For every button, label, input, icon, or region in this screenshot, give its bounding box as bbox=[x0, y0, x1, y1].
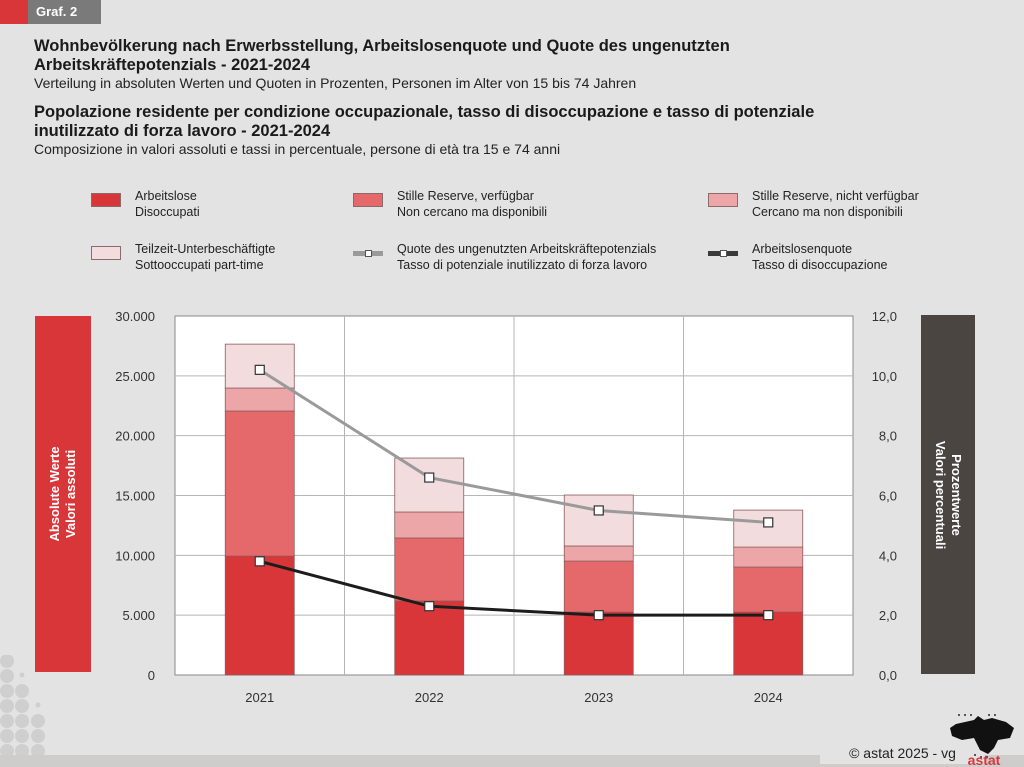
line-marker-1-2024 bbox=[763, 610, 774, 621]
y2-tick-label: 12,0 bbox=[872, 309, 897, 324]
left-axis-label-panel: Absolute Werte Valori assoluti bbox=[35, 316, 91, 672]
bar-segment-2024-2 bbox=[733, 546, 804, 568]
y-tick-label: 25.000 bbox=[115, 369, 155, 384]
x-tick-label: 2021 bbox=[245, 690, 274, 705]
legend-label-it: Disoccupati bbox=[135, 205, 200, 219]
bar-segment-2023-1 bbox=[563, 560, 634, 613]
x-tick-label: 2023 bbox=[584, 690, 613, 705]
legend-item-arbeitslose: Arbeitslose Disoccupati bbox=[135, 188, 200, 220]
title-de-line1: Wohnbevölkerung nach Erwerbsstellung, Ar… bbox=[34, 37, 730, 55]
legend-label-it: Tasso di potenziale inutilizzato di forz… bbox=[397, 258, 648, 272]
line-marker-0-2024 bbox=[763, 517, 774, 528]
legend-label-de: Stille Reserve, nicht verfügbar bbox=[752, 189, 919, 203]
title-it-line1: Popolazione residente per condizione occ… bbox=[34, 103, 815, 121]
bar-segment-2021-2 bbox=[224, 387, 295, 412]
legend-label-de: Stille Reserve, verfügbar bbox=[397, 189, 534, 203]
footer-bar bbox=[0, 755, 1024, 767]
legend-marker-icon bbox=[365, 250, 372, 257]
line-marker-1-2023 bbox=[593, 610, 604, 621]
x-tick-label: 2022 bbox=[415, 690, 444, 705]
y-tick-label: 15.000 bbox=[115, 489, 155, 504]
y-tick-label: 20.000 bbox=[115, 429, 155, 444]
legend-swatch-arbeitslosenquote bbox=[708, 250, 738, 257]
legend-item-stille-reserve-nicht-verfuegbar: Stille Reserve, nicht verfügbar Cercano … bbox=[752, 188, 919, 220]
line-marker-1-2021 bbox=[254, 556, 265, 567]
y2-tick-label: 0,0 bbox=[879, 668, 897, 683]
bar-segment-2021-1 bbox=[224, 410, 295, 557]
legend-item-teilzeit: Teilzeit-Unterbeschäftigte Sottooccupati… bbox=[135, 241, 275, 273]
bar-segment-2023-3 bbox=[563, 494, 634, 547]
bar-segment-2022-2 bbox=[394, 511, 465, 539]
legend-swatch-arbeitslose bbox=[91, 193, 121, 207]
map-icon bbox=[950, 714, 1014, 758]
bar-segment-2023-2 bbox=[563, 545, 634, 562]
bar-segment-2022-1 bbox=[394, 537, 465, 602]
y-tick-label: 30.000 bbox=[115, 309, 155, 324]
badge-accent bbox=[0, 0, 28, 24]
line-marker-0-2021 bbox=[254, 364, 265, 375]
y-axis-right: 0,0 2,0 4,0 6,0 8,0 10,0 12,0 bbox=[872, 309, 897, 683]
y-tick-label: 5.000 bbox=[122, 608, 155, 623]
y-tick-label: 0 bbox=[148, 668, 155, 683]
bar-segment-2021-0 bbox=[224, 555, 295, 676]
line-series-1 bbox=[259, 559, 769, 617]
legend-label-de: Teilzeit-Unterbeschäftigte bbox=[135, 242, 276, 256]
line-marker-0-2023 bbox=[593, 505, 604, 516]
bar-segment-2024-0 bbox=[733, 611, 804, 676]
line-marker-1-2022 bbox=[424, 601, 435, 612]
x-axis: 2021 2022 2023 2024 bbox=[245, 690, 782, 705]
subtitle-it: Composizione in valori assoluti e tassi … bbox=[34, 141, 561, 157]
legend-marker-icon bbox=[720, 250, 727, 257]
copyright-credit: © astat 2025 - vg bbox=[820, 742, 985, 764]
decorative-dots bbox=[0, 655, 45, 755]
legend-item-stille-reserve-verfuegbar: Stille Reserve, verfügbar Non cercano ma… bbox=[397, 188, 547, 220]
line-marker-0-2022 bbox=[424, 472, 435, 483]
y2-tick-label: 4,0 bbox=[879, 548, 897, 563]
right-axis-label-panel: Prozentwerte Valori percentuali bbox=[921, 315, 975, 674]
legend-label-de: Quote des ungenutzten Arbeitskräftepoten… bbox=[397, 242, 657, 256]
bar-segment-2022-0 bbox=[394, 600, 465, 676]
legend-label-de: Arbeitslose bbox=[135, 189, 197, 203]
y2-tick-label: 8,0 bbox=[879, 429, 897, 444]
subtitle-de: Verteilung in absoluten Werten und Quote… bbox=[34, 75, 637, 91]
legend-swatch-stille-reserve-verfuegbar bbox=[353, 193, 383, 207]
legend-item-arbeitslosenquote: Arbeitslosenquote Tasso di disoccupazion… bbox=[752, 241, 888, 273]
bar-segment-2024-1 bbox=[733, 566, 804, 613]
legend-swatch-quote-ungenutzt bbox=[353, 250, 383, 257]
y2-tick-label: 2,0 bbox=[879, 608, 897, 623]
line-series-0 bbox=[258, 368, 769, 524]
legend-label-it: Sottooccupati part-time bbox=[135, 258, 264, 272]
legend-swatch-teilzeit bbox=[91, 246, 121, 260]
y-tick-label: 10.000 bbox=[115, 548, 155, 563]
chart-number-badge: Graf. 2 bbox=[28, 0, 101, 24]
y2-tick-label: 6,0 bbox=[879, 489, 897, 504]
legend-item-quote-ungenutzt: Quote des ungenutzten Arbeitskräftepoten… bbox=[397, 241, 656, 273]
legend-swatch-stille-reserve-nicht-verfuegbar bbox=[708, 193, 738, 207]
astat-logo: astat bbox=[950, 714, 1014, 767]
logo-text: astat bbox=[968, 752, 1001, 767]
x-tick-label: 2024 bbox=[754, 690, 783, 705]
y2-tick-label: 10,0 bbox=[872, 369, 897, 384]
title-de-line2: Arbeitskräftepotenzials - 2021-2024 bbox=[34, 56, 311, 74]
legend-label-it: Tasso di disoccupazione bbox=[752, 258, 888, 272]
bar-segment-2022-3 bbox=[394, 457, 465, 513]
bars bbox=[224, 343, 804, 676]
bar-segment-2024-3 bbox=[733, 509, 804, 548]
legend-label-de: Arbeitslosenquote bbox=[752, 242, 853, 256]
title-it-line2: inutilizzato di forza lavoro - 2021-2024 bbox=[34, 122, 331, 140]
lines bbox=[254, 364, 774, 621]
y-axis-left: 0 5.000 10.000 15.000 20.000 25.000 30.000 bbox=[115, 309, 155, 683]
bar-segment-2023-0 bbox=[563, 611, 634, 676]
legend-label-it: Non cercano ma disponibili bbox=[397, 205, 548, 219]
legend-label-it: Cercano ma non disponibili bbox=[752, 205, 903, 219]
